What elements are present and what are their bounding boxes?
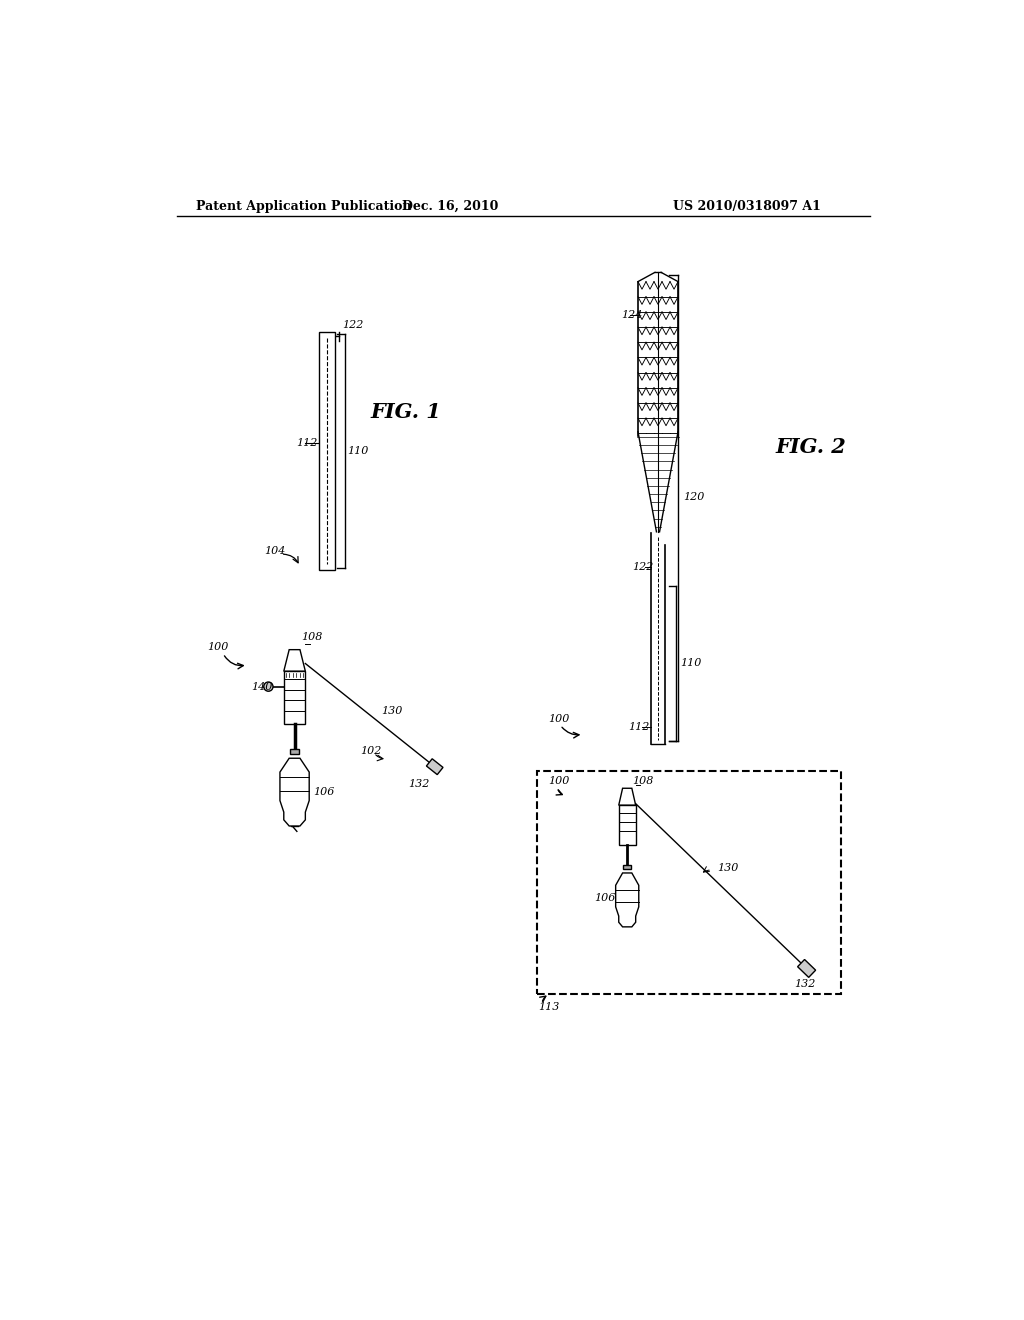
- Bar: [284, 672, 305, 725]
- Polygon shape: [280, 758, 309, 826]
- Text: 108: 108: [632, 776, 653, 785]
- Text: FIG. 2: FIG. 2: [776, 437, 847, 457]
- Text: 122: 122: [342, 319, 364, 330]
- Text: 100: 100: [208, 643, 229, 652]
- Bar: [319, 331, 335, 570]
- Text: 106: 106: [313, 787, 335, 797]
- Text: 108: 108: [301, 632, 323, 643]
- Circle shape: [264, 682, 273, 692]
- Polygon shape: [798, 960, 816, 977]
- Text: 112: 112: [629, 722, 650, 731]
- Text: US 2010/0318097 A1: US 2010/0318097 A1: [673, 199, 820, 213]
- Text: 130: 130: [717, 863, 738, 874]
- Text: 100: 100: [548, 714, 569, 723]
- Text: 132: 132: [408, 779, 429, 788]
- Text: 113: 113: [539, 1002, 560, 1012]
- Text: FIG. 1: FIG. 1: [371, 403, 441, 422]
- Text: 110: 110: [348, 446, 369, 455]
- Text: 140: 140: [252, 681, 272, 692]
- Bar: [538, 771, 841, 994]
- Bar: [624, 866, 631, 869]
- Bar: [290, 748, 299, 754]
- Bar: [618, 805, 636, 845]
- Polygon shape: [426, 759, 443, 775]
- Text: Patent Application Publication: Patent Application Publication: [196, 199, 412, 213]
- Text: 110: 110: [680, 657, 701, 668]
- Text: 112: 112: [296, 438, 317, 449]
- Polygon shape: [284, 649, 305, 671]
- Text: 122: 122: [632, 561, 653, 572]
- Text: 102: 102: [360, 746, 381, 756]
- Text: 124: 124: [621, 310, 642, 319]
- Text: 106: 106: [594, 892, 615, 903]
- Text: Dec. 16, 2010: Dec. 16, 2010: [402, 199, 499, 213]
- Text: 120: 120: [683, 492, 705, 502]
- Text: 100: 100: [548, 776, 569, 787]
- Text: 132: 132: [795, 979, 816, 989]
- Polygon shape: [615, 873, 639, 927]
- Text: 130: 130: [381, 706, 402, 717]
- Text: 104: 104: [264, 546, 285, 556]
- Polygon shape: [618, 788, 636, 805]
